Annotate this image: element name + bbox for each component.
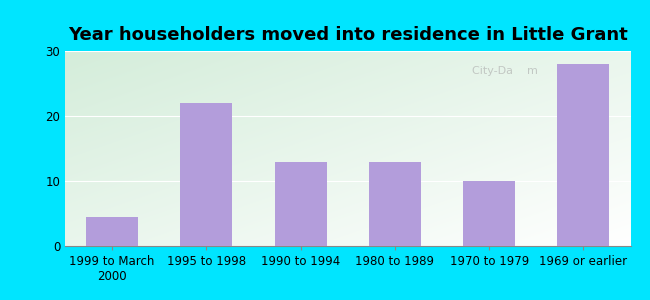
Bar — [463, 181, 515, 246]
Bar — [558, 64, 609, 246]
Text: City-Da    m: City-Da m — [472, 66, 538, 76]
Title: Year householders moved into residence in Little Grant: Year householders moved into residence i… — [68, 26, 628, 44]
Bar — [181, 103, 232, 246]
Bar — [86, 217, 138, 246]
Bar — [275, 161, 326, 246]
Bar — [369, 161, 421, 246]
